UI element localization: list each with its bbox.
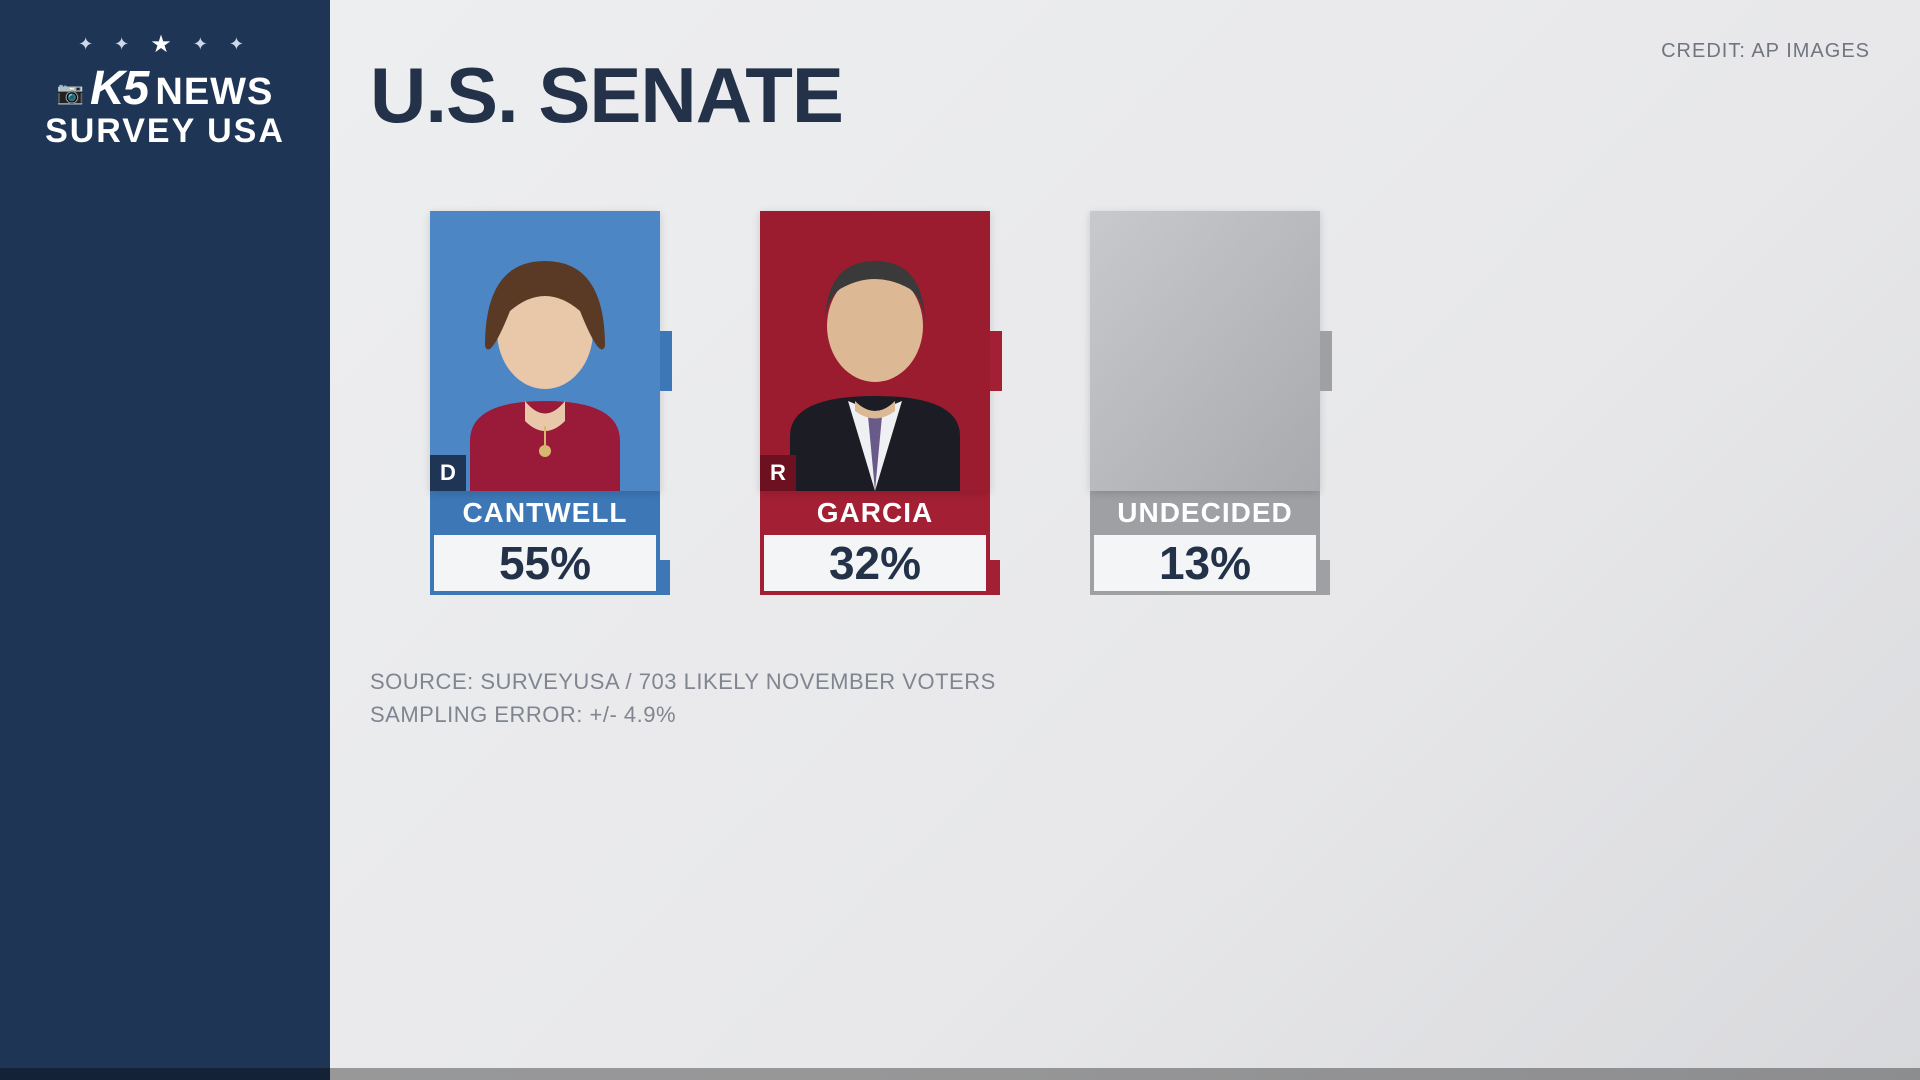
candidates-row: D CANTWELL 55% R xyxy=(430,211,1880,595)
logo-k5: K5 xyxy=(90,61,151,116)
candidate-name: CANTWELL xyxy=(430,491,660,535)
candidate-photo: R xyxy=(760,211,990,491)
party-badge: R xyxy=(760,455,796,491)
candidate-percent: 13% xyxy=(1090,535,1320,595)
content-area: CREDIT: AP IMAGES U.S. SENATE D CANTWELL xyxy=(330,0,1920,1080)
camera-icon: 📷 xyxy=(57,80,84,106)
pct-value: 32% xyxy=(829,536,921,590)
candidate-photo xyxy=(1090,211,1320,491)
source-footer: SOURCE: SURVEYUSA / 703 LIKELY NOVEMBER … xyxy=(370,665,1880,731)
candidate-card-democrat: D CANTWELL 55% xyxy=(430,211,660,595)
source-line: SOURCE: SURVEYUSA / 703 LIKELY NOVEMBER … xyxy=(370,665,1880,698)
station-logo: ✦ ✦ ★ ✦ ✦ 📷 K5 NEWS SURVEY USA xyxy=(0,0,330,151)
candidate-percent: 32% xyxy=(760,535,990,595)
sidebar: ✦ ✦ ★ ✦ ✦ 📷 K5 NEWS SURVEY USA xyxy=(0,0,330,1080)
party-badge: D xyxy=(430,455,466,491)
photo-credit: CREDIT: AP IMAGES xyxy=(1661,40,1870,63)
candidate-name: GARCIA xyxy=(760,491,990,535)
video-scrubber[interactable] xyxy=(0,1068,1920,1080)
candidate-percent: 55% xyxy=(430,535,660,595)
candidate-card-undecided: UNDECIDED 13% xyxy=(1090,211,1320,595)
logo-stars: ✦ ✦ ★ ✦ ✦ xyxy=(40,30,290,59)
logo-survey: SURVEY USA xyxy=(40,112,290,151)
pct-value: 13% xyxy=(1159,536,1251,590)
candidate-name: UNDECIDED xyxy=(1090,491,1320,535)
pct-value: 55% xyxy=(499,536,591,590)
sampling-error-line: SAMPLING ERROR: +/- 4.9% xyxy=(370,698,1880,731)
candidate-card-republican: R GARCIA 32% xyxy=(760,211,990,595)
page-title: U.S. SENATE xyxy=(370,50,1880,141)
logo-news: NEWS xyxy=(155,71,273,114)
candidate-photo: D xyxy=(430,211,660,491)
